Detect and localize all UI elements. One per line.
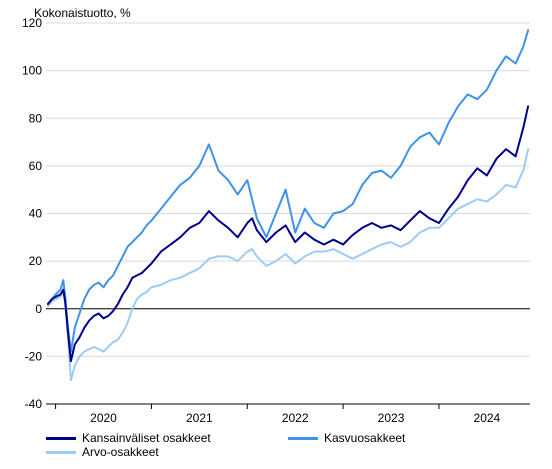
legend-swatch xyxy=(46,436,76,440)
y-tick-label: -40 xyxy=(25,397,43,411)
legend-label: Arvo-osakkeet xyxy=(82,445,159,459)
grid-lines xyxy=(46,22,530,405)
y-tick-label: 80 xyxy=(29,111,43,125)
y-tick-label: 60 xyxy=(29,159,43,173)
y-axis-label: Kokonaistuotto, % xyxy=(34,6,131,20)
legend-item-arvo-osakkeet: Arvo-osakkeet xyxy=(46,445,159,459)
x-tick-label: 2022 xyxy=(282,411,309,425)
legend-swatch xyxy=(46,450,76,454)
legend-label: Kasvuosakkeet xyxy=(324,431,406,445)
legend-item-kansainvaliset: Kansainväliset osakkeet xyxy=(46,431,211,445)
x-tick-label: 2024 xyxy=(474,411,501,425)
series-line-1 xyxy=(46,29,530,353)
y-tick-label: 0 xyxy=(35,302,42,316)
y-axis-ticks: -40 -20 0 20 40 60 80 100 120 xyxy=(22,16,42,411)
x-tick-label: 2020 xyxy=(90,411,117,425)
y-tick-label: 120 xyxy=(22,16,42,30)
series-lines xyxy=(46,29,530,382)
y-tick-label: 20 xyxy=(29,254,43,268)
x-axis: 2020 2021 2022 2023 2024 xyxy=(46,403,530,425)
legend-label: Kansainväliset osakkeet xyxy=(82,431,211,445)
x-tick-label: 2021 xyxy=(186,411,213,425)
legend-swatch xyxy=(288,436,318,440)
y-tick-label: -20 xyxy=(25,349,43,363)
series-line-0 xyxy=(46,105,530,363)
legend-item-kasvuosakkeet: Kasvuosakkeet xyxy=(288,431,405,445)
x-tick-label: 2023 xyxy=(378,411,405,425)
series-line-2 xyxy=(46,148,530,382)
y-tick-label: 40 xyxy=(29,207,43,221)
y-tick-label: 100 xyxy=(22,64,42,78)
